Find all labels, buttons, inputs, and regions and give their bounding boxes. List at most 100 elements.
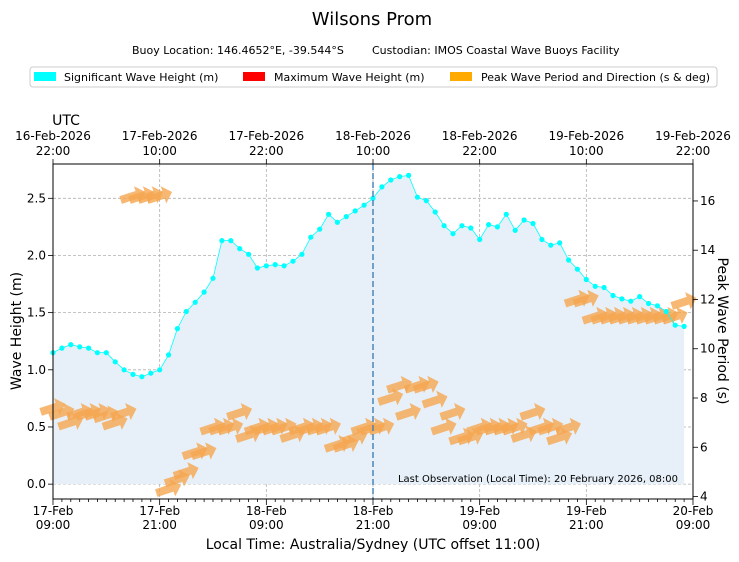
legend-swatch-maximum-wave-height bbox=[243, 72, 265, 81]
significant-wave-height-point bbox=[77, 344, 83, 350]
significant-wave-height-point bbox=[246, 251, 252, 257]
significant-wave-height-point bbox=[237, 246, 243, 252]
legend-label-significant-wave-height: Significant Wave Height (m) bbox=[64, 71, 218, 84]
significant-wave-height-point bbox=[130, 371, 136, 377]
significant-wave-height-point bbox=[361, 202, 367, 208]
top-tick-time: 10:00 bbox=[142, 144, 177, 158]
wave-height-area bbox=[53, 175, 685, 485]
x-tick-date: 19-Feb bbox=[459, 504, 500, 518]
significant-wave-height-point bbox=[503, 211, 509, 217]
x-tick-time: 09:00 bbox=[676, 518, 711, 532]
x-tick-date: 19-Feb bbox=[566, 504, 607, 518]
significant-wave-height-point bbox=[592, 283, 598, 289]
significant-wave-height-point bbox=[530, 220, 536, 227]
top-tick-date: 16-Feb-2026 bbox=[15, 129, 91, 143]
significant-wave-height-point bbox=[521, 217, 527, 223]
significant-wave-height-point bbox=[539, 236, 545, 243]
x-tick-time: 21:00 bbox=[356, 518, 391, 532]
x-tick-date: 18-Feb bbox=[246, 504, 287, 518]
legend-label-peak-wave-period: Peak Wave Period and Direction (s & deg) bbox=[481, 71, 710, 84]
significant-wave-height-point bbox=[477, 236, 483, 243]
significant-wave-height-point bbox=[343, 214, 349, 220]
peak-period-arrow bbox=[572, 289, 599, 308]
significant-wave-height-point bbox=[681, 323, 687, 329]
significant-wave-height-point bbox=[86, 345, 92, 351]
peak-period-arrow bbox=[412, 375, 439, 394]
peak-period-arrow bbox=[315, 417, 341, 436]
significant-wave-height-point bbox=[459, 223, 465, 229]
peak-period-arrow bbox=[92, 405, 119, 424]
significant-wave-height-point bbox=[139, 374, 145, 380]
top-tick-time: 22:00 bbox=[36, 144, 71, 158]
x-tick-time: 09:00 bbox=[36, 518, 71, 532]
top-tick-date: 18-Feb-2026 bbox=[442, 129, 518, 143]
significant-wave-height-point bbox=[317, 226, 323, 232]
significant-wave-height-point bbox=[370, 195, 376, 201]
peak-period-arrow bbox=[670, 292, 697, 310]
legend-swatch-peak-wave-period bbox=[450, 72, 472, 81]
significant-wave-height-point bbox=[406, 172, 412, 178]
significant-wave-height-point bbox=[432, 209, 438, 215]
x-tick-date: 17-Feb bbox=[33, 504, 74, 518]
significant-wave-height-point bbox=[281, 263, 287, 269]
significant-wave-height-point bbox=[299, 251, 305, 257]
x-tick-time: 21:00 bbox=[142, 518, 177, 532]
top-tick-date: 18-Feb-2026 bbox=[335, 129, 411, 143]
top-utc-axis-ticks: 16-Feb-202622:0017-Feb-202610:0017-Feb-2… bbox=[15, 129, 731, 164]
significant-wave-height-point bbox=[654, 303, 661, 309]
significant-wave-height-point bbox=[308, 234, 314, 240]
significant-wave-height-point bbox=[646, 300, 652, 307]
top-tick-date: 19-Feb-2026 bbox=[548, 129, 624, 143]
significant-wave-height-point bbox=[450, 231, 456, 237]
significant-wave-height-point bbox=[148, 370, 154, 376]
significant-wave-height-point bbox=[326, 211, 332, 217]
significant-wave-height-point bbox=[166, 352, 172, 358]
peak-period-arrow bbox=[519, 403, 546, 421]
wave-height-fill bbox=[53, 175, 685, 485]
significant-wave-height-point bbox=[468, 225, 474, 231]
significant-wave-height-point bbox=[557, 240, 563, 246]
significant-wave-height-point bbox=[388, 177, 394, 183]
significant-wave-height-point bbox=[219, 238, 225, 244]
top-tick-time: 10:00 bbox=[356, 144, 391, 158]
significant-wave-height-point bbox=[210, 275, 216, 281]
y2-axis-label: Peak Wave Period (s) bbox=[714, 258, 730, 405]
peak-period-arrow bbox=[395, 403, 421, 421]
y2-tick-label: 8 bbox=[700, 391, 708, 405]
x-tick-time: 09:00 bbox=[462, 518, 497, 532]
peak-period-arrow bbox=[368, 417, 395, 436]
peak-period-arrow bbox=[190, 442, 217, 461]
y2-tick-label: 12 bbox=[700, 292, 715, 306]
significant-wave-height-point bbox=[112, 359, 118, 365]
significant-wave-height-point bbox=[486, 222, 492, 228]
significant-wave-height-point bbox=[174, 326, 180, 332]
significant-wave-height-point bbox=[59, 345, 65, 351]
x-tick-time: 09:00 bbox=[249, 518, 284, 532]
significant-wave-height-point bbox=[290, 258, 296, 264]
buoy-location: Buoy Location: 146.4652°E, -39.544°S bbox=[132, 44, 344, 57]
y2-tick-label: 4 bbox=[700, 490, 708, 504]
custodian: Custodian: IMOS Coastal Wave Buoys Facil… bbox=[372, 44, 620, 57]
y-tick-label: 1.0 bbox=[27, 363, 46, 377]
x-tick-date: 20-Feb bbox=[673, 504, 714, 518]
peak-period-arrow bbox=[439, 403, 466, 421]
significant-wave-height-point bbox=[352, 208, 358, 214]
significant-wave-height-point bbox=[441, 223, 447, 229]
significant-wave-height-point bbox=[94, 350, 100, 356]
peak-period-arrow bbox=[146, 186, 173, 204]
significant-wave-height-point bbox=[574, 266, 581, 272]
significant-wave-height-point bbox=[414, 194, 420, 200]
y2-tick-label: 6 bbox=[700, 440, 708, 454]
significant-wave-height-point bbox=[68, 342, 74, 348]
significant-wave-height-point bbox=[263, 263, 269, 269]
y2-tick-label: 16 bbox=[700, 194, 715, 208]
peak-period-arrow bbox=[377, 388, 404, 406]
significant-wave-height-point bbox=[397, 174, 403, 180]
significant-wave-height-point bbox=[183, 308, 189, 315]
top-tick-time: 10:00 bbox=[569, 144, 604, 158]
top-tick-time: 22:00 bbox=[249, 144, 284, 158]
significant-wave-height-point bbox=[379, 184, 385, 190]
x-axis-ticks: 17-Feb09:0017-Feb21:0018-Feb09:0018-Feb2… bbox=[33, 499, 714, 532]
significant-wave-height-point bbox=[601, 284, 607, 291]
significant-wave-height-point bbox=[103, 350, 109, 356]
